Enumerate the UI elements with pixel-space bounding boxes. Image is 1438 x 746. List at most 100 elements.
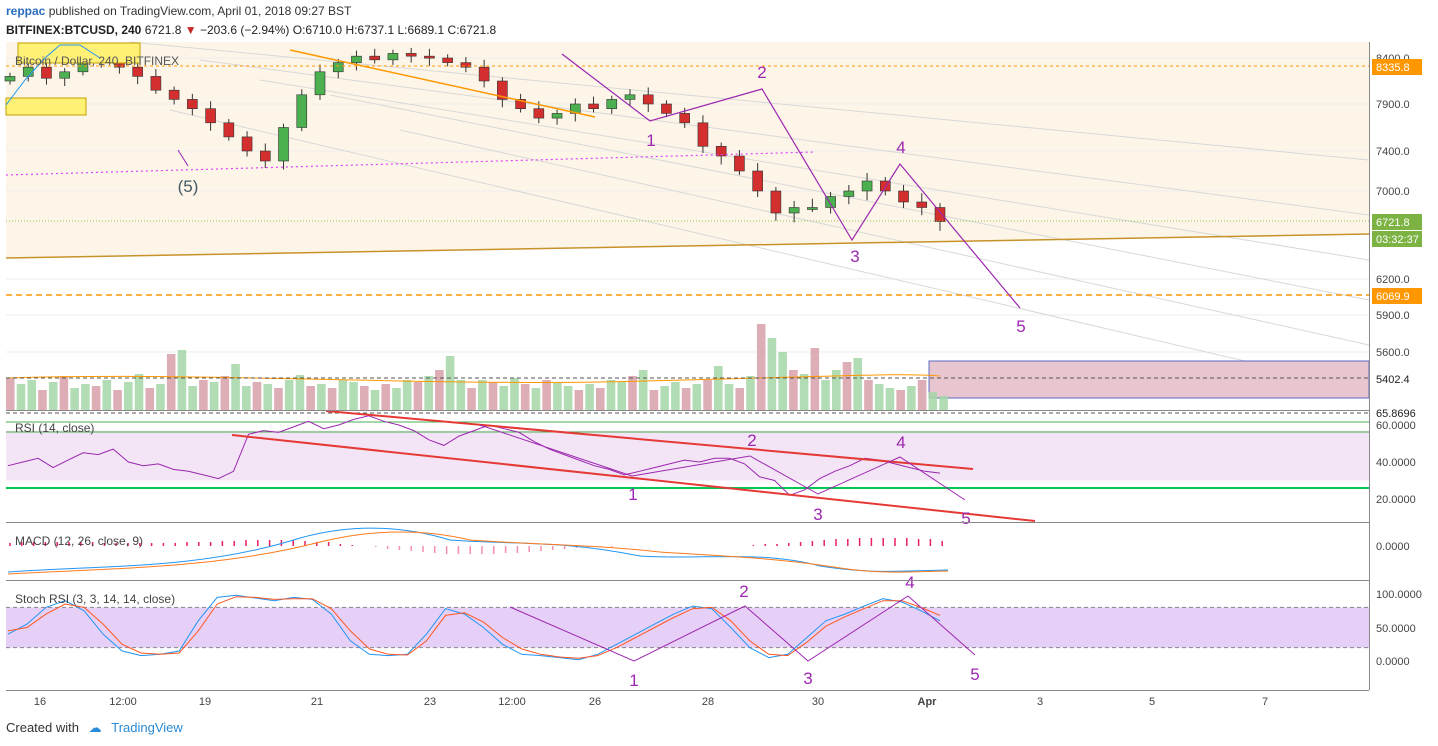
fan-line: [259, 79, 1370, 261]
volume-bar: [520, 384, 530, 410]
time-tick-label: 26: [589, 696, 601, 708]
price-tick-label: 7000.0: [1376, 186, 1410, 198]
volume-bar: [596, 388, 605, 410]
rsi-wave-label: 1: [628, 485, 637, 504]
candle-body: [715, 146, 727, 157]
last-price-badge: 6721.8: [1376, 217, 1410, 229]
support-badge: 6069.9: [1376, 291, 1410, 303]
candle-body: [606, 99, 618, 110]
price-wave-label: 3: [850, 247, 859, 266]
fan-line: [129, 41, 1370, 161]
fan-line: [169, 109, 1370, 391]
volume-bar: [671, 382, 680, 410]
volume-bar: [628, 376, 637, 410]
resistance-badge-bg: [1372, 59, 1422, 75]
stoch-elliott-path: [509, 595, 976, 662]
support-badge-bg: [1372, 288, 1422, 304]
drawings: [5, 42, 1370, 309]
candle-body: [934, 207, 946, 222]
stoch-tick-label: 100.0000: [1376, 589, 1422, 601]
price-axis: 8400.07900.07400.07000.06200.05900.05600…: [1372, 53, 1422, 387]
macd-pane-bg: [6, 523, 1369, 579]
volume-bar: [445, 356, 455, 410]
rsi-line: [7, 415, 941, 496]
volume-ma-line: [5, 374, 941, 383]
stoch-wave-label: 2: [739, 582, 748, 601]
volume-bar: [102, 380, 112, 410]
volume-bar: [370, 390, 380, 410]
candle-body: [734, 155, 745, 172]
volume-bar: [134, 374, 144, 410]
volume-bar: [220, 376, 230, 410]
tradingview-link[interactable]: TradingView: [111, 720, 183, 735]
volume-bar: [778, 352, 787, 410]
volume-bar: [917, 380, 927, 410]
candle-body: [861, 180, 873, 192]
volume-bar: [478, 380, 487, 410]
volume-bar: [810, 348, 820, 410]
elliott-wave-path: [561, 53, 1021, 309]
candle-body: [843, 190, 855, 197]
time-tick-label: 28: [702, 696, 714, 708]
candle-body: [41, 66, 52, 79]
volume-bar: [799, 374, 809, 410]
candle-body: [4, 76, 16, 82]
candle-body: [697, 122, 709, 147]
volume-bar: [563, 386, 573, 410]
volume-bar: [81, 384, 90, 410]
volume-bar: [381, 384, 391, 410]
volume-bar: [510, 378, 519, 410]
rsi-badge-bg: [1372, 406, 1422, 420]
time-tick-label: Apr: [918, 696, 938, 708]
stoch-wave-label: 4: [905, 573, 914, 592]
volume-bar: [553, 382, 562, 410]
price-wave-label: 5: [1016, 317, 1025, 336]
volume-bar: [821, 380, 830, 410]
candle-body: [788, 207, 800, 214]
candle-body: [825, 196, 836, 208]
volume-bar: [284, 380, 294, 410]
candle-body: [22, 66, 34, 77]
candle-body: [515, 99, 526, 110]
volume-bar: [317, 384, 326, 410]
symbol-info: BITFINEX:BTCUSD, 240 6721.8 ▼ −203.6 (−2…: [6, 23, 496, 37]
volume-bar: [488, 382, 498, 410]
candle-body: [351, 55, 362, 63]
candle-body: [150, 76, 162, 91]
stoch-wave-label: 5: [970, 665, 979, 684]
stoch-d-line: [7, 596, 941, 659]
volume-bar: [327, 388, 337, 410]
resistance-badge: 8335.8: [1376, 62, 1410, 74]
candle-body: [551, 113, 563, 119]
volume-bar: [542, 380, 551, 410]
rsi-wave-label: 2: [747, 431, 756, 450]
rsi-last-badge: 65.8696: [1376, 408, 1416, 420]
time-tick-label: 12:00: [498, 696, 526, 708]
rsi-trendline-upper: [325, 410, 974, 470]
tradingview-cloud-icon: ☁: [88, 720, 102, 735]
volume-bar: [91, 386, 101, 410]
volume-bar: [842, 362, 852, 410]
price-wave-label: 4: [896, 138, 905, 157]
volume-bar: [263, 384, 273, 410]
created-with-text: Created with: [6, 720, 79, 735]
volume-bar: [188, 386, 197, 410]
volume-bar: [714, 366, 723, 410]
time-tick-label: 30: [812, 696, 824, 708]
rsi-title: RSI (14, close): [15, 421, 94, 435]
volume-bar: [649, 390, 659, 410]
published-text: published on TradingView.com, April 01, …: [48, 4, 352, 18]
volume-bar: [402, 380, 412, 410]
rsi-tick-label: 40.0000: [1376, 457, 1416, 469]
time-tick-label: 5: [1149, 696, 1155, 708]
volume-bar: [242, 386, 251, 410]
ohlc-values: O:6710.0 H:6737.1 L:6689.1 C:6721.8: [292, 23, 497, 37]
candle-body: [223, 122, 235, 138]
volume-bar: [864, 380, 873, 410]
countdown-badge: 03:32:37: [1376, 234, 1419, 246]
stoch-rsi-indicator: 100.0000 50.0000 0.0000: [6, 589, 1422, 668]
wave-labels: (5) 1 2 3 4 5 1 2 3 4 5 1 2 3 4 5: [178, 63, 1026, 690]
time-tick-label: 21: [311, 696, 323, 708]
author-name[interactable]: reppac: [6, 4, 46, 18]
